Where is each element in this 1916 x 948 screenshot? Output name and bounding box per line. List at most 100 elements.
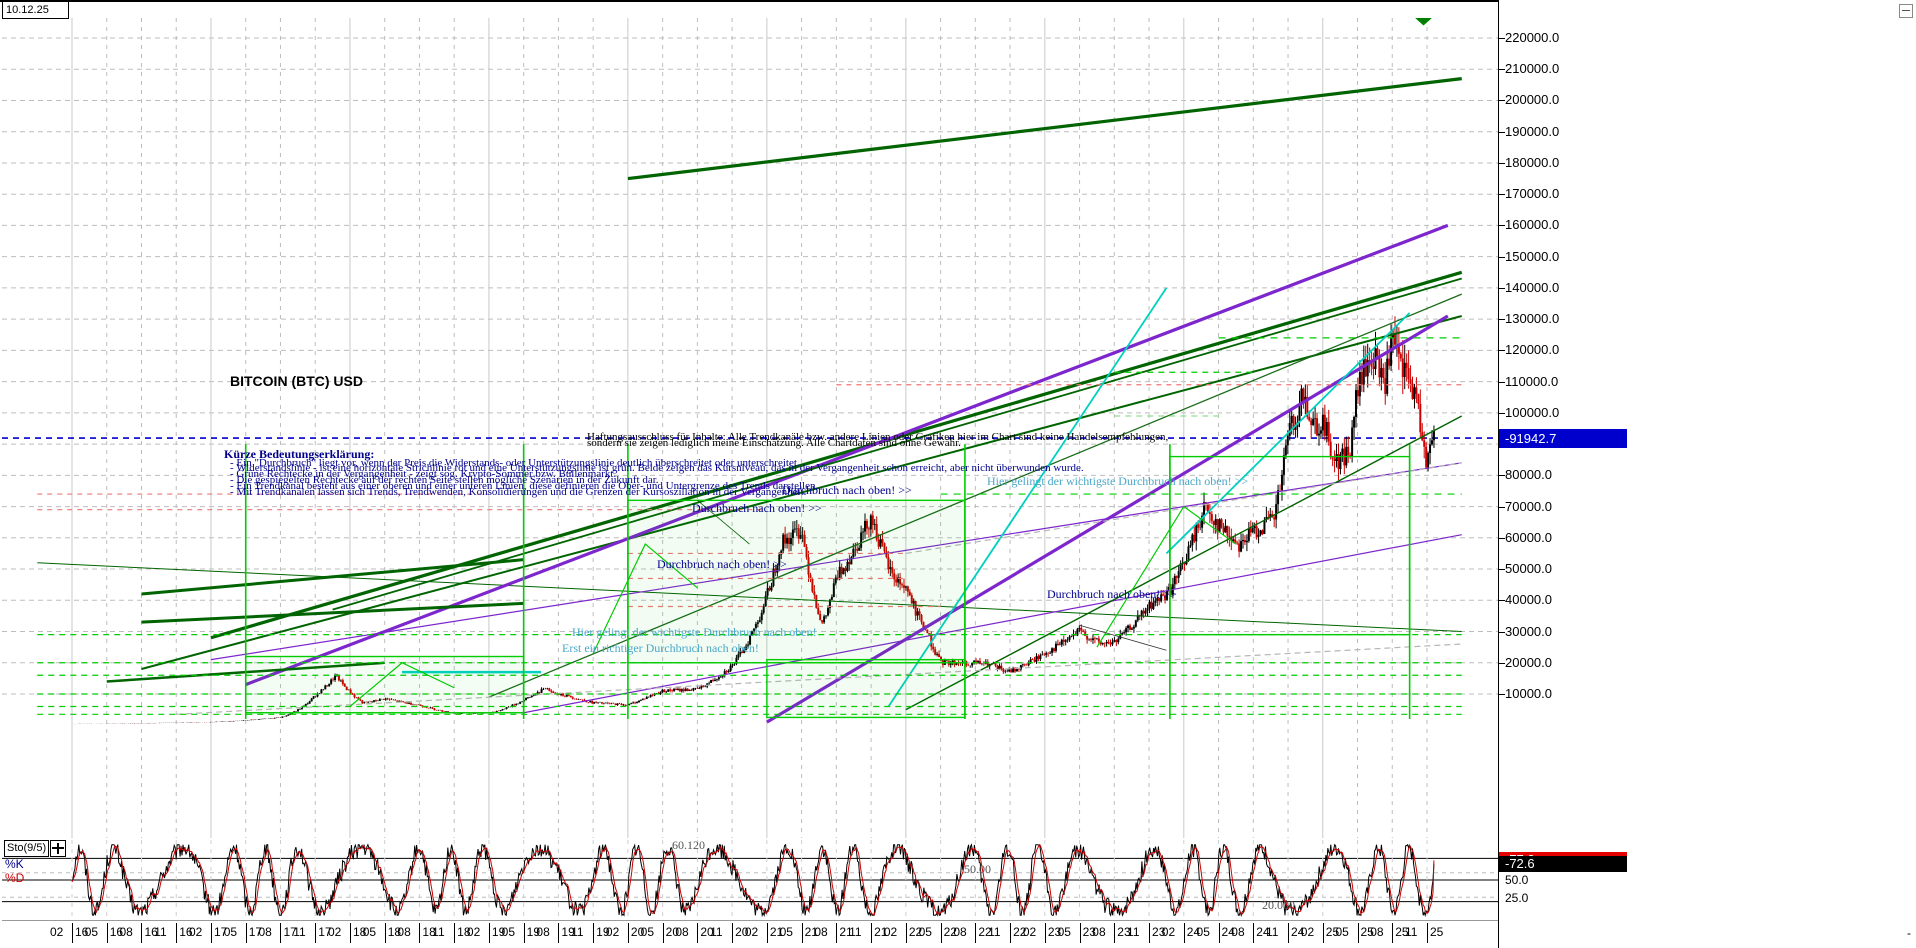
y-axis-tick-label: 10000.0 <box>1505 686 1552 701</box>
disclaimer-line-1: Haftungsausschluss für Inhalte: Alle Tre… <box>587 431 1169 443</box>
x-axis-year-label: 16 <box>179 925 193 939</box>
stochastic-indicator-pane[interactable]: - Stochastik-Oszillator - Ein Indikator … <box>2 840 1498 920</box>
x-axis-tick-label: 11 <box>988 925 1001 939</box>
x-axis-tick-label: 02 <box>744 925 759 939</box>
x-axis-year-label: 23 <box>1152 925 1166 939</box>
stochastic-d-label: %D <box>5 871 25 885</box>
x-axis-year-label: 25 <box>1430 925 1444 939</box>
x-axis-tick-label: 11 <box>432 925 445 939</box>
x-axis-year-label: 16 <box>109 925 124 939</box>
x-axis-separator <box>454 923 456 943</box>
x-axis-separator <box>558 923 560 943</box>
stochastic-level-label: 50.0 <box>1505 873 1529 887</box>
x-axis-year-label: 19 <box>491 925 506 939</box>
x-axis-separator <box>1253 923 1255 943</box>
bull-rectangle-1 <box>245 655 525 714</box>
indicator-name-label[interactable]: Sto(9/5) <box>4 840 50 857</box>
x-axis-tick-label: 11 <box>1127 925 1140 939</box>
y-axis[interactable]: 220000.0 210000.0 200000.0 190000.0 180000.0… <box>1498 0 1916 948</box>
x-axis-year-label: 20 <box>735 925 749 939</box>
x-axis-tick-label: 11 <box>293 925 306 939</box>
x-axis[interactable]: 02 16 05 16 08 16 11 16 02 17 05 17 08 17 11 17 02 18 05 18… <box>2 920 1498 947</box>
upper-green-channel-top <box>627 77 1462 181</box>
x-axis-year-label: 21 <box>804 925 818 939</box>
x-axis-tick-label: 11 <box>571 925 584 939</box>
x-axis-separator <box>280 923 282 943</box>
x-axis-tick-label: 05 <box>918 925 932 939</box>
breakout-label-4: Durchbruch nach oben! >> <box>1047 587 1177 601</box>
x-axis-tick-label: 05 <box>501 925 516 939</box>
x-axis-tick-label: 05 <box>640 925 654 939</box>
forecast-polyline-2 <box>1096 505 1237 648</box>
y-axis-tick-mark <box>1499 162 1505 164</box>
legend-line-5: - Ein Trendkanal besteht aus einer obere… <box>230 480 819 492</box>
legend-line-6: - Mit Trendkanälen lassen sich Trends, T… <box>230 486 807 498</box>
x-axis-separator <box>1114 923 1116 943</box>
x-axis-separator <box>176 923 178 943</box>
x-axis-separator <box>315 923 317 943</box>
breakout-label-2: Durchbruch nach oben! >> <box>692 501 822 515</box>
stochastic-canvas <box>2 840 1498 920</box>
x-axis-tick-label: 08 <box>1370 925 1384 939</box>
x-axis-year-label: 16 <box>75 925 89 939</box>
x-axis-year-label: 20 <box>700 925 714 939</box>
x-axis-separator <box>627 923 629 943</box>
y-axis-tick-mark <box>1499 631 1505 633</box>
x-axis-year-label: 24 <box>1256 925 1270 939</box>
price-chart-pane[interactable]: BITCOIN (BTC) USD Haftungsausschluss für… <box>2 18 1498 838</box>
noop <box>37 562 1462 633</box>
y-axis-tick-label: 110000.0 <box>1505 373 1559 389</box>
x-axis-year-label: 23 <box>1117 925 1131 939</box>
y-axis-tick-label: 170000.0 <box>1505 186 1560 202</box>
y-axis-tick-label: 140000.0 <box>1505 279 1560 295</box>
x-axis-separator <box>523 923 525 943</box>
x-axis-separator <box>1044 923 1046 943</box>
x-axis-year-label: 22 <box>943 925 957 939</box>
x-axis-tick-label: 08 <box>1092 925 1106 939</box>
x-axis-separator <box>940 923 942 943</box>
x-axis-tick-label: 11 <box>710 925 723 939</box>
x-axis-separator <box>801 923 803 943</box>
x-axis-year-label: 23 <box>1082 925 1096 939</box>
x-axis-year-label: 22 <box>1013 925 1027 939</box>
x-axis-tick-label: 08 <box>953 925 967 939</box>
legend-line-4: - Die gespiegelten Rechtecke auf der rec… <box>230 474 659 486</box>
x-axis-tick-label: 02 <box>327 925 342 939</box>
legend-line-3: - Grüne Rechtecke in der Vergangenheit -… <box>230 468 617 480</box>
price-chart-canvas <box>2 18 1498 838</box>
expand-indicator-icon[interactable] <box>50 840 66 857</box>
upper-green-channel-mid <box>210 270 1463 640</box>
x-axis-tick-label: 05 <box>362 925 377 939</box>
x-axis-tick-label: 05 <box>1057 925 1071 939</box>
legend-title: Kürze Bedeutungserklärung: <box>224 447 375 461</box>
page-title: BITCOIN (BTC) USD <box>230 373 363 389</box>
first-breakout-label: Erst ein richtiger Durchbruch nach oben! <box>562 641 759 655</box>
x-axis-tick-label: 08 <box>536 925 550 939</box>
green-trend-2 <box>905 415 1463 711</box>
stochastic-k-value-badge: -72.6 <box>1499 855 1627 872</box>
x-axis-separator <box>1288 923 1290 943</box>
stochastic-inline-value-3: 20.000 <box>1262 898 1295 912</box>
x-axis-tick-label: 08 <box>814 925 828 939</box>
x-axis-year-label: 24 <box>1291 925 1305 939</box>
axis-corner-label: - <box>1907 926 1911 940</box>
y-axis-tick-label: 70000.0 <box>1505 498 1552 514</box>
x-axis-separator <box>1010 923 1012 943</box>
window-top-border <box>0 0 1916 2</box>
x-axis-separator <box>210 923 212 943</box>
y-axis-tick-mark <box>1499 319 1505 321</box>
x-axis-year-label: 18 <box>352 925 367 939</box>
x-axis-separator <box>1427 923 1428 943</box>
bull-rectangle-2 <box>627 499 966 664</box>
x-axis-year-label: 18 <box>457 925 471 939</box>
x-axis-tick-label: 08 <box>119 925 133 939</box>
y-axis-tick-label: 30000.0 <box>1505 623 1552 639</box>
stochastic-k-label: %K <box>5 857 24 871</box>
axis-collapse-icon[interactable] <box>1899 4 1913 18</box>
y-axis-tick-label: 200000.0 <box>1505 92 1560 108</box>
y-axis-tick-label: 180000.0 <box>1505 154 1560 170</box>
y-axis-tick-label: 190000.0 <box>1505 123 1560 139</box>
y-axis-tick-mark <box>1499 506 1505 508</box>
green-res-left-1 <box>141 558 524 596</box>
violet-thin-upper <box>210 462 1462 661</box>
